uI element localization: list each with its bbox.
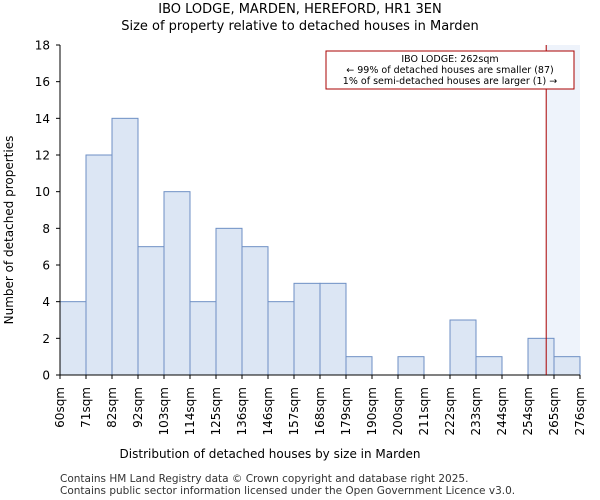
x-tick-label: 146sqm (261, 387, 275, 435)
y-tick-label: 4 (42, 295, 50, 309)
y-axis-label: Number of detached properties (2, 136, 16, 325)
y-tick-label: 14 (35, 112, 50, 126)
x-axis-label: Distribution of detached houses by size … (120, 447, 421, 461)
y-tick-label: 10 (35, 185, 50, 199)
highlight-region (546, 45, 580, 375)
annotation-line-2: ← 99% of detached houses are smaller (87… (346, 65, 553, 76)
y-tick-label: 16 (35, 75, 50, 89)
bar-114sqm (189, 301, 217, 376)
x-tick-label: 265sqm (547, 387, 561, 435)
annotation-box (325, 50, 575, 90)
x-tick-label: 211sqm (417, 387, 431, 435)
x-tick-label: 179sqm (339, 387, 353, 435)
y-tick-label: 2 (42, 332, 50, 346)
x-tick-label: 233sqm (469, 387, 483, 435)
x-tick-label: 157sqm (287, 387, 301, 435)
y-tick-label: 18 (35, 39, 50, 53)
bar-82sqm (111, 117, 139, 376)
y-tick-label: 8 (42, 222, 50, 236)
footer-line-2: Contains public sector information licen… (60, 485, 516, 497)
x-tick-label: 114sqm (183, 387, 197, 435)
bar-168sqm (319, 282, 347, 376)
x-tick-label: 168sqm (313, 387, 327, 435)
bar-71sqm (85, 154, 113, 376)
x-tick-label: 276sqm (573, 387, 587, 435)
bar-92sqm (137, 246, 165, 376)
x-tick-label: 222sqm (443, 387, 457, 435)
chart-title: IBO LODGE, MARDEN, HEREFORD, HR1 3EN (158, 2, 442, 17)
bar-103sqm (163, 191, 191, 376)
x-tick-label: 254sqm (521, 387, 535, 435)
x-tick-label: 136sqm (235, 387, 249, 435)
bar-265sqm (553, 356, 581, 376)
bar-179sqm (345, 356, 373, 376)
bar-222sqm (449, 319, 477, 376)
y-tick-label: 0 (42, 369, 50, 383)
bar-254sqm (527, 337, 555, 376)
x-tick-label: 82sqm (105, 387, 119, 428)
annotation-line-3: 1% of semi-detached houses are larger (1… (343, 76, 557, 87)
x-tick-label: 125sqm (209, 387, 223, 435)
histogram-chart: 0 2 4 6 8 10 12 14 16 18 60sqm 71sqm 82sqm 92sqm 103sq… (2, 39, 587, 462)
x-tick-label: 103sqm (157, 387, 171, 435)
y-tick-label: 12 (35, 149, 50, 163)
x-tick-label: 71sqm (79, 387, 93, 428)
x-tick-label: 190sqm (365, 387, 379, 435)
bar-125sqm (215, 227, 243, 376)
x-tick-label: 244sqm (495, 387, 509, 435)
bar-157sqm (293, 282, 321, 376)
bar-136sqm (241, 246, 269, 376)
chart-subtitle: Size of property relative to detached ho… (121, 19, 479, 34)
annotation-line-1: IBO LODGE: 262sqm (401, 54, 498, 65)
bar-200sqm (397, 356, 425, 376)
x-tick-label: 200sqm (391, 387, 405, 435)
y-tick-label: 6 (42, 259, 50, 273)
bar-233sqm (475, 356, 503, 376)
x-tick-label: 60sqm (53, 387, 67, 428)
bar-146sqm (267, 301, 295, 376)
x-tick-label: 92sqm (131, 387, 145, 428)
bar-60sqm (59, 301, 87, 376)
footer-line-1: Contains HM Land Registry data © Crown c… (60, 473, 469, 485)
